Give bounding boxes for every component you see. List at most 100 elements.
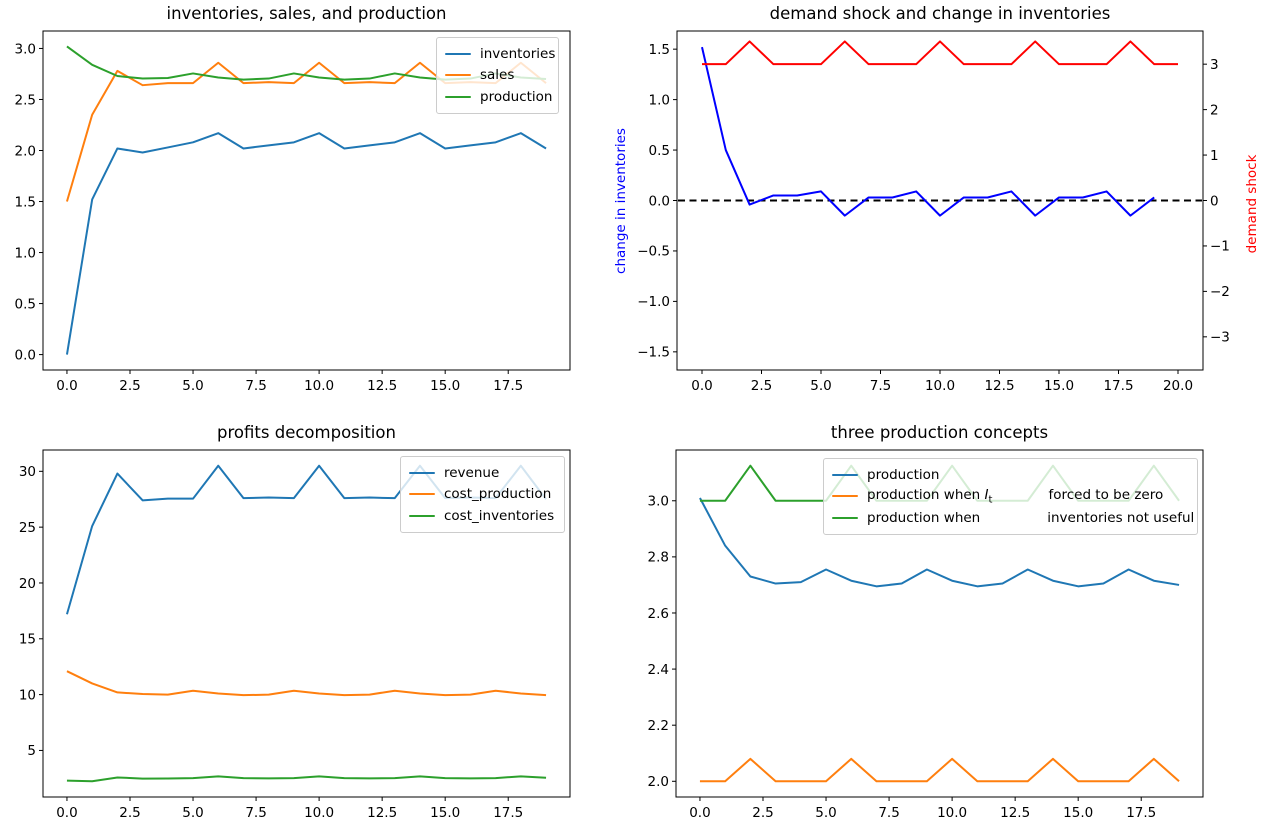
x-tick-label: 17.5 <box>1126 805 1156 821</box>
legend-item: production when It forced to be zero <box>832 486 1189 508</box>
plot-line-change-in-inventories <box>701 46 1155 217</box>
legend-label: production when It forced to be zero <box>867 486 1164 506</box>
x-tick-label: 7.5 <box>870 378 891 394</box>
y-tick-label: 3.0 <box>15 41 36 57</box>
x-tick-label: 10.0 <box>925 378 955 394</box>
y-tick-label: −1.5 <box>637 345 670 361</box>
x-tick-label: 2.5 <box>752 805 773 821</box>
x-tick-label: 7.5 <box>245 378 266 394</box>
y-tick-label: 2 <box>1210 102 1219 118</box>
y-tick-label: 2.8 <box>648 550 669 566</box>
y-tick-label: 2.0 <box>15 143 36 159</box>
plot-line-demand-shock <box>701 40 1179 66</box>
legend-label: revenue <box>444 464 500 481</box>
y-tick-label: 5 <box>27 743 36 759</box>
x-tick-label: 0.0 <box>689 805 710 821</box>
axes-spines <box>676 30 1204 371</box>
y-tick-label: 1.5 <box>649 42 670 58</box>
legend-label-spacer <box>992 498 1048 499</box>
legend-item: production <box>832 464 1189 486</box>
y-tick-label: 2.5 <box>15 92 36 108</box>
legend-label: production <box>480 88 553 105</box>
x-tick-label: 10.0 <box>937 805 967 821</box>
y-tick-label: 30 <box>19 464 36 480</box>
legend-label: cost_production <box>444 486 552 503</box>
x-tick-label: 7.5 <box>245 805 266 821</box>
x-tick-label: 2.5 <box>119 378 140 394</box>
y-tick-label: 0.0 <box>649 193 670 209</box>
legend-line-sample <box>445 74 471 77</box>
x-tick-label: 10.0 <box>304 378 334 394</box>
x-tick-label: 20.0 <box>1163 378 1193 394</box>
legend-item: inventories <box>445 43 555 65</box>
legend-item: revenue <box>409 462 556 484</box>
legend-line-sample <box>832 495 858 498</box>
y-tick-label: −0.5 <box>637 244 670 260</box>
y-tick-label: 0.5 <box>649 143 670 159</box>
y-tick-label: 0 <box>1210 193 1219 209</box>
y-tick-label: −3 <box>1210 330 1230 346</box>
legend-label: production <box>867 466 940 483</box>
legend-line-sample <box>409 471 435 474</box>
axes-spines <box>42 30 571 371</box>
x-tick-label: 15.0 <box>430 805 460 821</box>
x-tick-label: 2.5 <box>119 805 140 821</box>
y-tick-label: −1.0 <box>637 294 670 310</box>
axes-spines <box>42 449 571 798</box>
plot-line-cost-production <box>66 670 547 697</box>
legend-label: cost_inventories <box>444 507 555 524</box>
legend-line-sample <box>832 473 858 476</box>
x-tick-label: 5.0 <box>182 378 203 394</box>
x-tick-label: 15.0 <box>1063 805 1093 821</box>
legend-item: production when inventories not useful <box>832 507 1194 529</box>
legend-item: cost_production <box>409 484 556 506</box>
y-tick-label: −2 <box>1210 284 1230 300</box>
subplot-title-profits-decomposition: profits decomposition <box>217 423 396 442</box>
legend-item: sales <box>445 65 550 87</box>
y-tick-label: 1.0 <box>649 92 670 108</box>
legend-label: inventories <box>480 45 556 62</box>
legend-line-sample <box>409 493 435 496</box>
plot-line-production <box>699 497 1180 588</box>
y-tick-label: 2.6 <box>648 606 669 622</box>
x-tick-label: 5.0 <box>182 805 203 821</box>
right-y-axis-label-demand-shock: demand shock <box>1244 154 1260 254</box>
x-tick-label: 12.5 <box>984 378 1014 394</box>
x-tick-label: 17.5 <box>1103 378 1133 394</box>
legend: production production when It forced to be… <box>823 458 1198 535</box>
x-tick-label: 12.5 <box>367 805 397 821</box>
legend-label-spacer <box>980 521 1047 522</box>
axes-spines <box>675 449 1204 798</box>
legend-line-sample <box>445 95 471 98</box>
y-tick-label: 3 <box>1210 57 1219 73</box>
x-tick-label: 17.5 <box>493 805 523 821</box>
y-tick-label: 20 <box>19 576 36 592</box>
plot-line-cost-inventories <box>66 775 547 783</box>
legend-line-sample <box>832 516 858 519</box>
y-tick-label: 1 <box>1210 148 1219 164</box>
x-tick-label: 15.0 <box>1044 378 1074 394</box>
y-tick-label: 2.4 <box>648 662 669 678</box>
legend-label: sales <box>480 67 515 84</box>
x-tick-label: 12.5 <box>367 378 397 394</box>
y-tick-label: 0.0 <box>15 347 36 363</box>
x-tick-label: 7.5 <box>878 805 899 821</box>
x-tick-label: 0.0 <box>56 805 77 821</box>
subplot-title-three-production-concepts: three production concepts <box>830 423 1049 442</box>
x-tick-label: 10.0 <box>304 805 334 821</box>
y-tick-label: 25 <box>19 520 36 536</box>
x-tick-label: 15.0 <box>430 378 460 394</box>
y-tick-label: 1.0 <box>15 245 36 261</box>
x-tick-label: 0.0 <box>56 378 77 394</box>
legend-label: production when inventories not useful <box>867 509 1195 526</box>
x-tick-label: 5.0 <box>815 805 836 821</box>
legend-line-sample <box>409 514 435 517</box>
x-tick-label: 2.5 <box>751 378 772 394</box>
y-tick-label: −1 <box>1210 239 1230 255</box>
y-tick-label: 2.0 <box>648 774 669 790</box>
x-tick-label: 5.0 <box>810 378 831 394</box>
legend-line-sample <box>445 52 471 55</box>
x-tick-label: 12.5 <box>1000 805 1030 821</box>
